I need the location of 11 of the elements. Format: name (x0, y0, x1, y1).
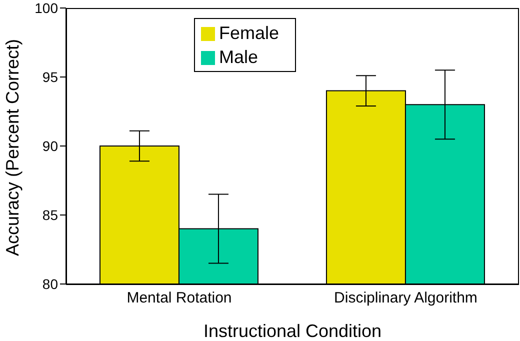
y-tick-label: 85 (42, 206, 58, 223)
y-tick-label: 80 (42, 276, 58, 292)
legend-label: Male (219, 47, 258, 67)
legend-label: Female (219, 23, 280, 43)
x-tick-label: Disciplinary Algorithm (334, 290, 478, 307)
y-tick-label: 95 (42, 68, 58, 85)
y-axis-title: Accuracy (Percent Correct) (2, 38, 22, 256)
y-tick-label: 90 (42, 138, 58, 154)
x-axis-title: Instructional Condition (203, 321, 382, 341)
x-tick-label: Mental Rotation (126, 290, 232, 307)
y-tick-label: 100 (34, 0, 58, 16)
